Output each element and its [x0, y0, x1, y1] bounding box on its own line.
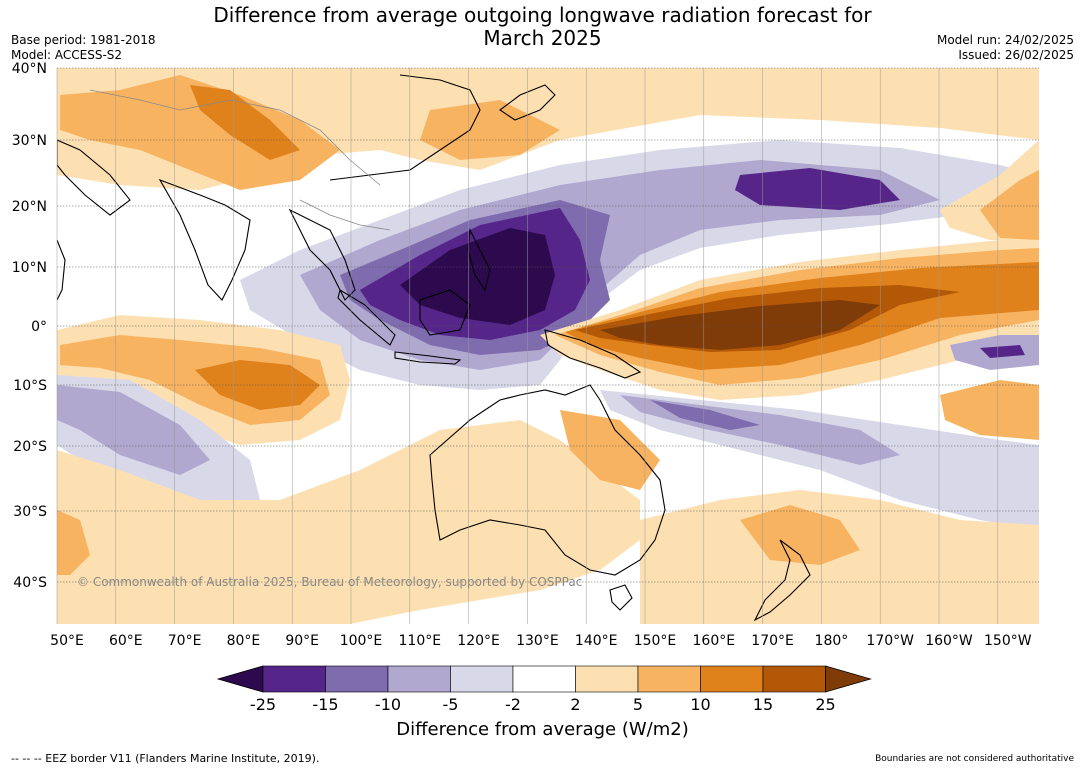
- africa-coast: [57, 239, 66, 301]
- colorbar-tick-label: 10: [690, 695, 710, 714]
- lon-tick-label: 130°E: [516, 633, 559, 649]
- lon-tick-label: 170°E: [751, 633, 794, 649]
- colorbar-extend-max: [825, 665, 872, 693]
- colorbar-segment: [387, 665, 451, 693]
- lon-tick-label: 120°E: [457, 633, 500, 649]
- lat-tick-label: 10°N: [12, 260, 47, 276]
- anomaly-map: [57, 68, 1039, 624]
- anom-region: [57, 385, 210, 475]
- latitude-labels: 40°N 30°N 20°N 10°N 0° 10°S 20°S 30°S 40°S: [12, 61, 47, 591]
- colorbar-tick-label: 2: [570, 695, 580, 714]
- border-line: [89, 89, 381, 186]
- colorbar-tick-label: 5: [633, 695, 643, 714]
- tasmania-coast: [609, 584, 633, 611]
- lat-tick-label: 40°S: [13, 575, 47, 591]
- indochina-coast: [288, 208, 356, 301]
- title-line-2: March 2025: [483, 26, 602, 50]
- borneo-coast: [419, 289, 471, 336]
- colorbar-tick-label: -15: [312, 695, 338, 714]
- anom-region: [195, 360, 320, 410]
- lon-tick-label: 70°E: [168, 633, 202, 649]
- anom-region: [600, 300, 880, 350]
- lon-tick-label: 100°E: [340, 633, 383, 649]
- meta-left: Base period: 1981-2018 Model: ACCESS-S2: [11, 33, 156, 63]
- anom-region: [980, 345, 1025, 358]
- boundaries-note: Boundaries are not considered authoritat…: [875, 754, 1074, 764]
- lon-tick-label: 170°W: [866, 633, 914, 649]
- anom-region: [980, 170, 1039, 240]
- gridlines: [56, 67, 1039, 624]
- lat-tick-label: 20°S: [13, 439, 47, 455]
- anom-region: [57, 510, 90, 575]
- colorbar-tick-label: -5: [443, 695, 459, 714]
- colorbar-tick-label: 15: [753, 695, 773, 714]
- base-period-text: Base period: 1981-2018: [11, 33, 156, 47]
- lon-tick-label: 160°E: [693, 633, 736, 649]
- chart-title: Difference from average outgoing longwav…: [0, 4, 1085, 50]
- colorbar: -25 -15 -10 -5 -2 2 5 10 15 25: [216, 665, 872, 714]
- lon-tick-label: 110°E: [399, 633, 442, 649]
- colorbar-segment: [575, 665, 639, 693]
- anom-region: [560, 410, 660, 490]
- japan-coast: [499, 84, 556, 121]
- lat-tick-label: 30°N: [12, 133, 47, 149]
- anom-region: [400, 228, 555, 325]
- longitude-labels: 50°E 60°E 70°E 80°E 90°E 100°E 110°E 120°E 130°E…: [50, 633, 1032, 649]
- australia-coast: [429, 384, 666, 576]
- india-coast: [158, 178, 251, 301]
- colorbar-tick-label: -25: [250, 695, 276, 714]
- colorbar-segment: [450, 665, 514, 693]
- lon-tick-label: 140°E: [575, 633, 618, 649]
- anom-region: [60, 75, 340, 190]
- anom-region: [740, 505, 860, 565]
- title-line-1: Difference from average outgoing longwav…: [213, 3, 872, 27]
- lat-tick-label: 20°N: [12, 199, 47, 215]
- copyright-text: © Commonwealth of Australia 2025, Bureau…: [77, 575, 582, 589]
- lon-tick-label: 80°E: [227, 633, 261, 649]
- colorbar-segment: [262, 665, 326, 693]
- arabia-coast: [57, 139, 131, 216]
- lat-tick-label: 30°S: [13, 504, 47, 520]
- colorbar-tick-label: -2: [505, 695, 521, 714]
- colorbar-extend-min: [216, 665, 264, 693]
- coastlines: [57, 74, 811, 622]
- anom-region: [650, 400, 760, 430]
- issued-text: Issued: 26/02/2025: [958, 48, 1074, 62]
- border-line: [299, 199, 391, 231]
- lon-tick-label: 50°E: [50, 633, 84, 649]
- anom-region: [420, 100, 560, 160]
- colorbar-title: Difference from average (W/m2): [396, 719, 689, 740]
- lon-tick-label: 150°W: [984, 633, 1032, 649]
- colorbar-segment: [325, 665, 389, 693]
- new-guinea-coast: [544, 329, 642, 379]
- colorbar-segment: [637, 665, 701, 693]
- model-text: Model: ACCESS-S2: [11, 48, 123, 62]
- lon-tick-label: 60°E: [109, 633, 143, 649]
- colorbar-segment: [700, 665, 764, 693]
- colorbar-tick-label: -10: [375, 695, 401, 714]
- anom-region: [190, 85, 300, 160]
- sumatra-coast: [337, 289, 396, 346]
- java-coast: [394, 351, 462, 365]
- country-borders: [89, 89, 391, 231]
- lon-tick-label: 180°: [815, 633, 849, 649]
- philippines-coast: [467, 228, 491, 292]
- lon-tick-label: 90°E: [285, 633, 319, 649]
- lat-tick-label: 10°S: [13, 378, 47, 394]
- model-run-text: Model run: 24/02/2025: [936, 33, 1074, 47]
- meta-right: Model run: 24/02/2025 Issued: 26/02/2025: [937, 33, 1074, 63]
- anom-region: [57, 420, 640, 624]
- lon-tick-label: 160°W: [925, 633, 973, 649]
- colorbar-segment: [762, 665, 826, 693]
- anom-region: [940, 380, 1039, 440]
- china-coast: [329, 74, 481, 181]
- eez-note: -- -- -- EEZ border V11 (Flanders Marine…: [11, 752, 320, 765]
- anom-region: [735, 168, 900, 210]
- lat-tick-label: 40°N: [12, 61, 47, 77]
- colorbar-segment: [512, 665, 576, 693]
- lat-tick-label: 0°: [31, 319, 47, 335]
- lon-tick-label: 150°E: [634, 633, 677, 649]
- colorbar-tick-label: 25: [815, 695, 835, 714]
